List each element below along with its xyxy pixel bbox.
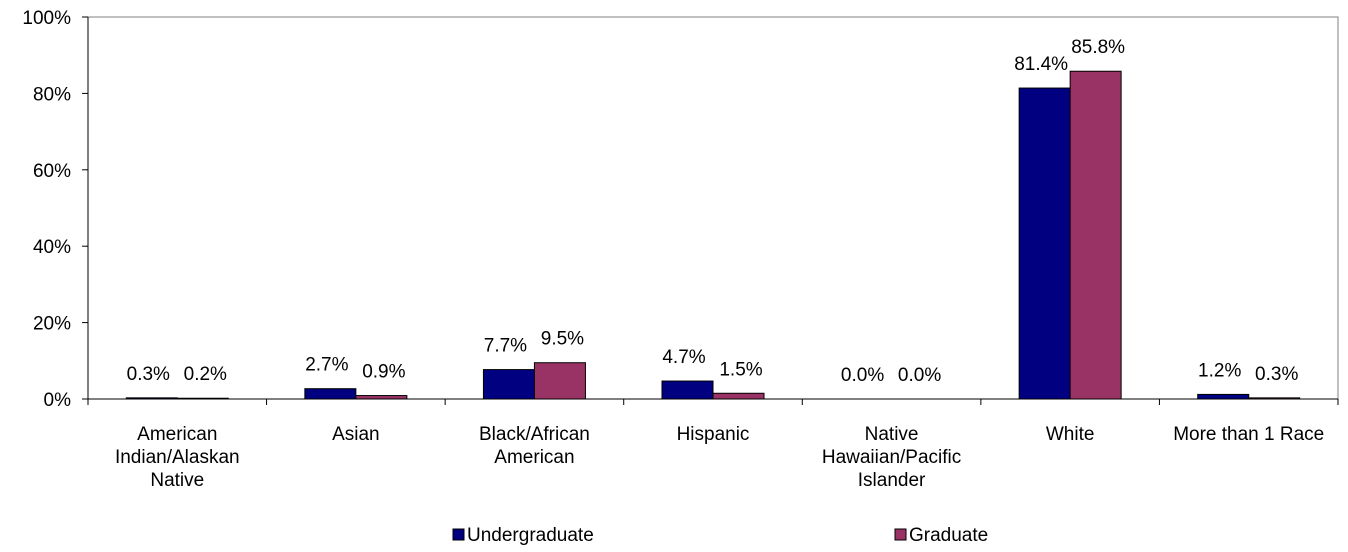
category-label-2-line-0: Black/African: [479, 424, 590, 445]
bar-undergraduate-1: [305, 389, 356, 399]
category-label-2: Black/African American: [479, 424, 590, 468]
data-label-undergraduate-6: 1.2%: [1198, 360, 1241, 381]
bar-undergraduate-2: [483, 370, 534, 399]
data-label-graduate-6: 0.3%: [1255, 364, 1298, 385]
category-label-0-line-0: American: [137, 424, 217, 445]
plot-frame: [88, 17, 1338, 399]
bar-graduate-2: [534, 363, 585, 399]
y-tick-label-3: 60%: [33, 161, 71, 182]
plot-area: [88, 17, 1338, 399]
legend-swatch-graduate: [895, 529, 906, 540]
category-label-3: Hispanic: [677, 424, 750, 445]
data-label-graduate-5: 85.8%: [1071, 37, 1125, 58]
data-labels: 0.3% 2.7% 7.7% 4.7% 0.0% 81.4% 1.2% 0.2% 0.9% 9.5…: [127, 37, 1299, 386]
category-label-0-line-2: Native: [150, 470, 204, 491]
y-tick-label-4: 80%: [33, 84, 71, 105]
data-label-undergraduate-4: 0.0%: [841, 365, 884, 386]
bar-graduate-1: [356, 396, 407, 399]
y-tick-label-0: 0%: [44, 390, 72, 411]
category-label-5-line-0: White: [1046, 424, 1095, 445]
legend: Undergraduate Graduate: [453, 525, 988, 546]
data-label-undergraduate-0: 0.3%: [127, 364, 170, 385]
data-label-undergraduate-3: 4.7%: [662, 347, 705, 368]
bar-undergraduate-6: [1198, 394, 1249, 399]
y-axis-ticks: 0% 20% 40% 60% 80% 100%: [22, 8, 88, 411]
category-label-6-line-0: More than 1 Race: [1173, 424, 1324, 445]
category-label-0-line-1: Indian/Alaskan: [115, 447, 240, 468]
category-label-5: White: [1046, 424, 1095, 445]
y-tick-label-5: 100%: [22, 8, 71, 29]
data-label-undergraduate-2: 7.7%: [484, 336, 527, 357]
data-label-undergraduate-5: 81.4%: [1014, 54, 1068, 75]
data-label-graduate-4: 0.0%: [898, 365, 941, 386]
bars: [126, 71, 1299, 399]
bar-graduate-3: [713, 393, 764, 399]
data-label-graduate-2: 9.5%: [541, 329, 584, 350]
bar-undergraduate-5: [1019, 88, 1070, 399]
data-label-graduate-0: 0.2%: [184, 364, 227, 385]
bar-undergraduate-3: [662, 381, 713, 399]
category-label-4-line-2: Islander: [858, 470, 926, 491]
category-label-1: Asian: [332, 424, 380, 445]
data-label-graduate-1: 0.9%: [362, 362, 405, 383]
data-label-graduate-3: 1.5%: [719, 359, 762, 380]
category-label-6: More than 1 Race: [1173, 424, 1324, 445]
bar-graduate-5: [1070, 71, 1121, 399]
y-tick-label-2: 40%: [33, 237, 71, 258]
data-label-undergraduate-1: 2.7%: [305, 355, 348, 376]
category-label-0: American Indian/Alaskan Native: [115, 424, 240, 491]
axes: [88, 17, 1338, 405]
category-label-2-line-1: American: [494, 447, 574, 468]
category-label-4-line-0: Native: [865, 424, 919, 445]
legend-label-undergraduate: Undergraduate: [467, 525, 594, 546]
category-label-1-line-0: Asian: [332, 424, 380, 445]
category-label-4: Native Hawaiian/Pacific Islander: [822, 424, 961, 491]
legend-swatch-undergraduate: [453, 529, 464, 540]
category-label-3-line-0: Hispanic: [677, 424, 750, 445]
y-tick-label-1: 20%: [33, 314, 71, 335]
category-label-4-line-1: Hawaiian/Pacific: [822, 447, 961, 468]
legend-label-graduate: Graduate: [909, 525, 988, 546]
